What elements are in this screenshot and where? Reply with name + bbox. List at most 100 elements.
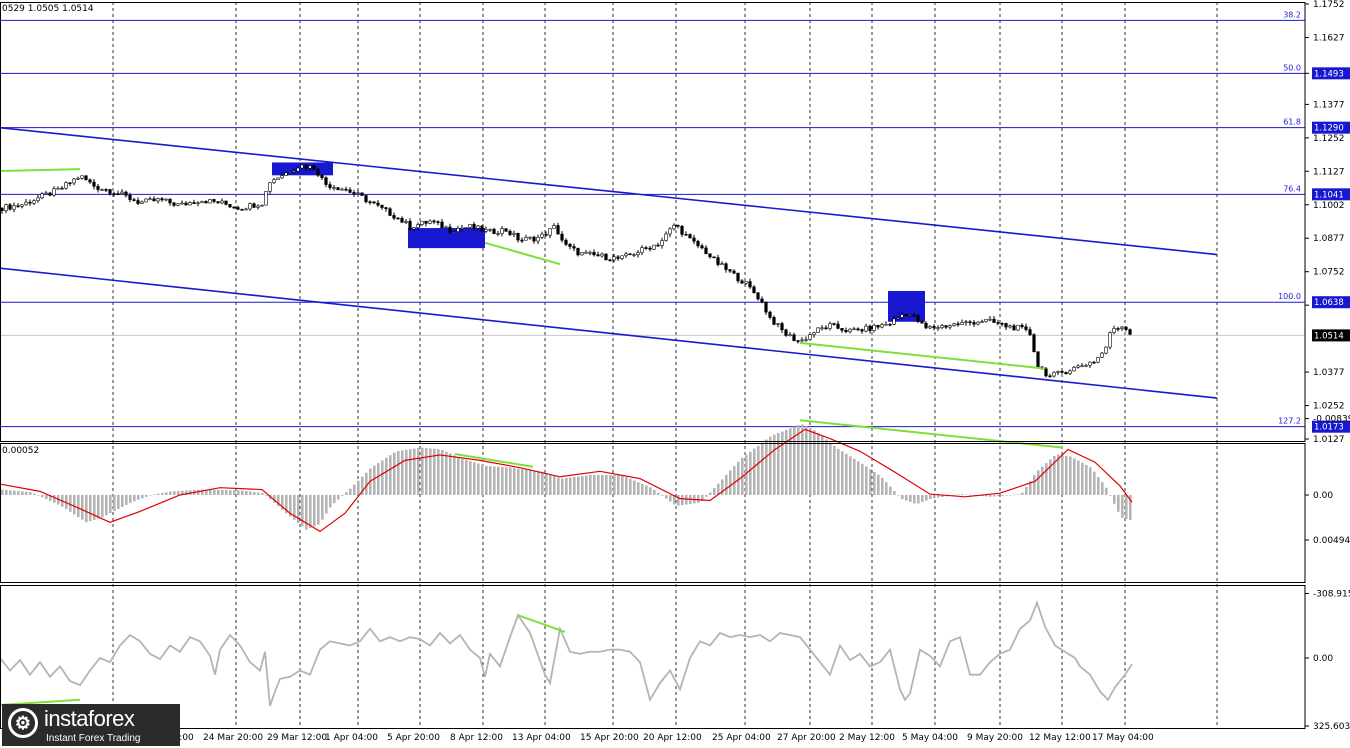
candle-body <box>884 323 888 326</box>
candle-body <box>76 177 80 180</box>
candle-body <box>200 201 204 204</box>
pane-frame-2 <box>0 443 1306 583</box>
candle-body <box>788 334 792 337</box>
gear-logo-icon: ⚙ <box>8 708 38 738</box>
macd-bar <box>641 483 644 495</box>
candle-body <box>636 252 640 255</box>
macd-bar <box>1101 482 1104 495</box>
candle-body <box>224 200 228 205</box>
macd-bar <box>13 490 16 495</box>
candle-body <box>716 257 720 265</box>
candle-body <box>568 244 572 247</box>
macd-bar <box>181 490 184 495</box>
macd-bar <box>261 493 264 495</box>
macd-bar <box>445 451 448 495</box>
candle-body <box>152 198 156 202</box>
macd-bar <box>169 491 172 495</box>
y-tick-label: 0.00 <box>1313 491 1333 501</box>
candle-body <box>32 200 36 204</box>
candle-body <box>796 340 800 342</box>
candle-body <box>652 244 656 250</box>
macd-bar <box>565 477 568 495</box>
macd-bar <box>993 495 996 497</box>
candle-body <box>100 189 104 191</box>
macd-bar <box>1089 467 1092 495</box>
candle-body <box>1020 324 1024 328</box>
candle-body <box>672 224 676 230</box>
candle-body <box>940 325 944 328</box>
macd-bar <box>337 495 340 500</box>
candle-body <box>700 245 704 249</box>
macd-bar <box>493 466 496 495</box>
candle-body <box>856 328 860 331</box>
candle-body <box>596 254 600 257</box>
candle-body <box>628 253 632 256</box>
candle-body <box>844 330 848 333</box>
candle-body <box>332 187 336 189</box>
candle-body <box>740 280 744 284</box>
macd-bar <box>965 494 968 496</box>
candle-body <box>548 228 552 236</box>
candle-body <box>620 255 624 259</box>
macd-bar <box>1093 471 1096 495</box>
fib-price-text: 1.1493 <box>1314 69 1344 79</box>
macd-bar <box>733 466 736 495</box>
candle-body <box>692 237 696 242</box>
candle-body <box>872 324 876 332</box>
y-tick-label: 1.0127 <box>1313 435 1345 445</box>
candle-body <box>176 203 180 206</box>
macd-bar <box>149 495 152 496</box>
macd-bar <box>257 492 260 495</box>
macd-bar <box>461 458 464 495</box>
candle-body <box>720 263 724 266</box>
macd-bar <box>957 494 960 496</box>
macd-bar <box>85 495 88 523</box>
candle-body <box>696 240 700 247</box>
macd-bar <box>321 495 324 520</box>
candle-body <box>460 227 464 230</box>
macd-bar <box>797 425 800 495</box>
candle-body <box>528 236 532 239</box>
candle-body <box>848 328 852 333</box>
fib-price-box <box>1312 188 1350 201</box>
macd-bar <box>9 490 12 495</box>
candle-body <box>540 233 544 238</box>
macd-bar <box>953 495 956 496</box>
macd-bar <box>749 451 752 495</box>
macd-bar <box>513 468 516 495</box>
macd-bar <box>281 495 284 510</box>
macd-bar <box>653 489 656 495</box>
candle-body <box>1120 326 1124 329</box>
macd-bar <box>805 426 808 495</box>
macd-bar <box>1025 486 1028 495</box>
current-price-box <box>1312 329 1350 342</box>
candle-body <box>88 179 92 183</box>
macd-bar <box>921 495 924 502</box>
macd-bar <box>569 477 572 495</box>
macd-bar <box>197 489 200 495</box>
macd-bar <box>125 495 128 505</box>
macd-bar <box>1069 456 1072 495</box>
candle-body <box>612 256 616 261</box>
macd-bar <box>433 448 436 495</box>
macd-bar <box>865 466 868 495</box>
candle-body <box>956 323 960 326</box>
candle-body <box>356 192 360 195</box>
fib-price-box <box>1312 121 1350 134</box>
candle-body <box>1024 326 1028 330</box>
macd-bar <box>701 495 704 502</box>
candle-body <box>780 323 784 331</box>
candle-body <box>44 192 48 195</box>
candle-body <box>616 256 620 259</box>
macd-bar <box>437 449 440 495</box>
macd-bar <box>389 455 392 495</box>
macd-bar <box>349 488 352 495</box>
macd-bar <box>761 442 764 495</box>
candle-body <box>876 324 880 328</box>
candle-body <box>480 225 484 232</box>
macd-panel <box>0 419 1133 533</box>
candle-body <box>724 263 728 270</box>
candle-body <box>968 321 972 324</box>
macd-bar <box>5 489 8 495</box>
